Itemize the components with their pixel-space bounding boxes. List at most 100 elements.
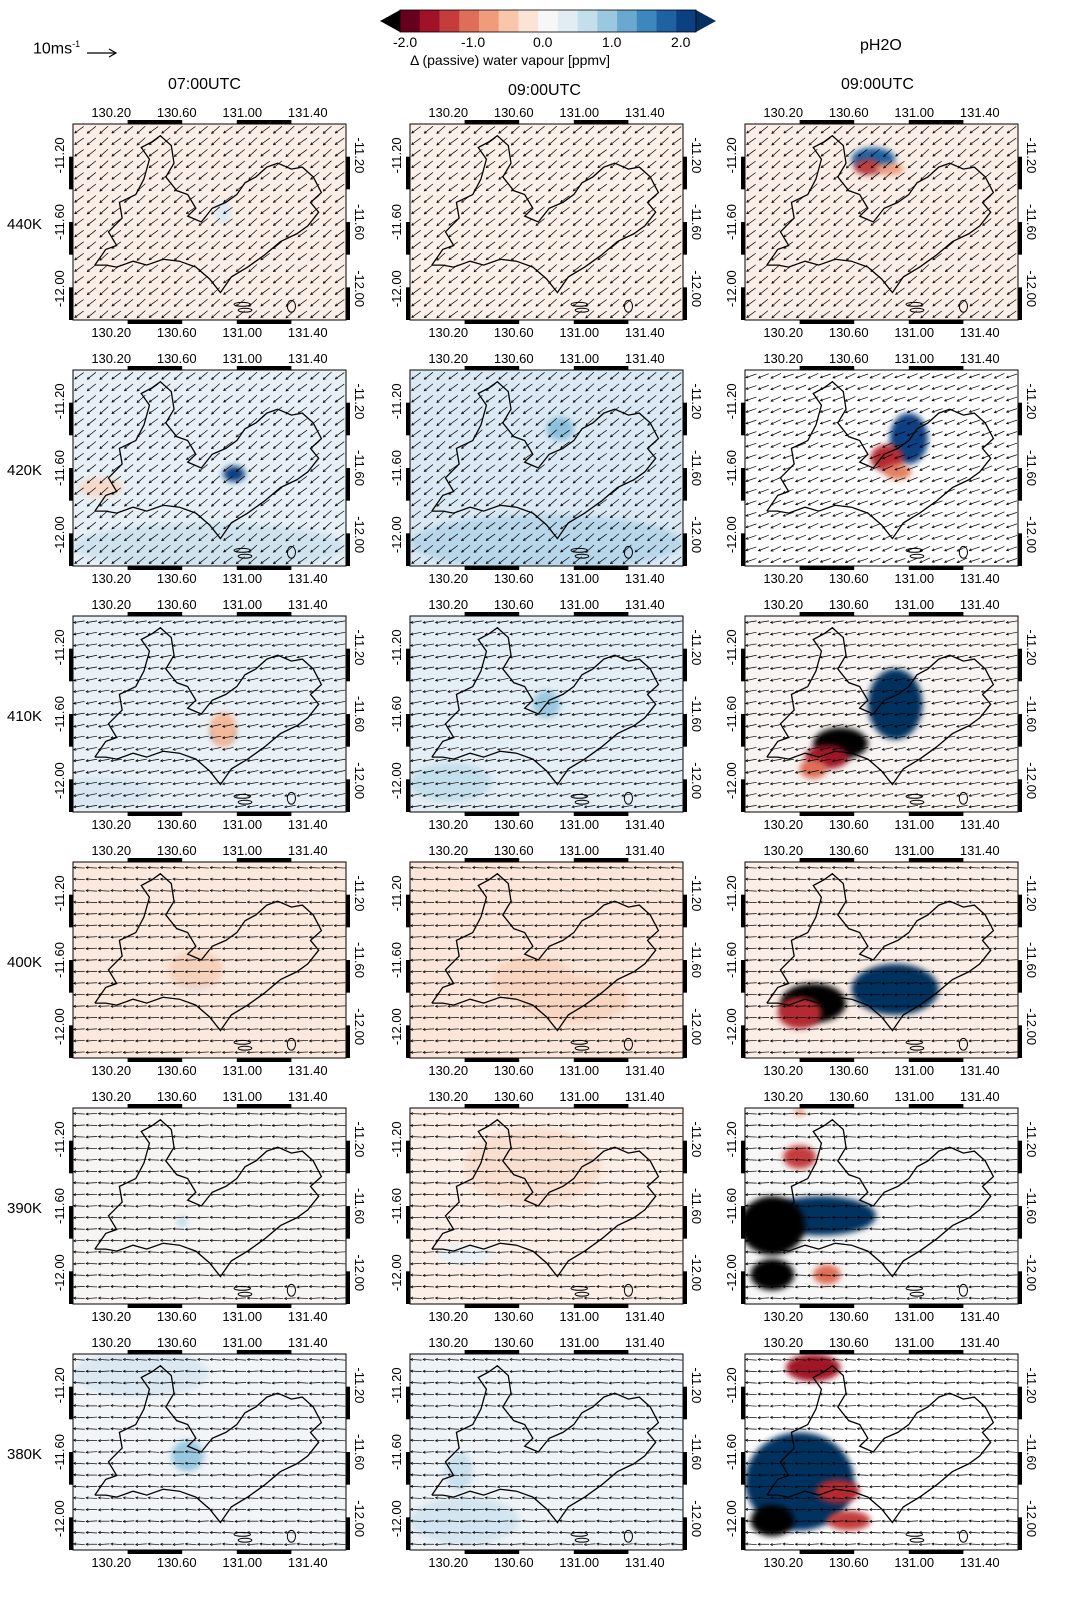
wind-vector-head (423, 445, 427, 449)
wind-vector-head (260, 503, 264, 507)
longitude-tick-label: 131.00 (222, 105, 262, 120)
wind-vector-head (647, 376, 651, 380)
wind-vector (597, 441, 607, 449)
wind-vector-head (86, 269, 90, 273)
wind-vector (759, 195, 769, 203)
wind-vector (919, 523, 931, 529)
wind-vector-head (671, 165, 675, 169)
wind-vector (833, 195, 843, 203)
wind-vector (448, 441, 459, 449)
wind-vector (783, 276, 794, 284)
wind-vector (821, 230, 831, 238)
wind-vector-head (248, 246, 252, 250)
wind-vector-head (920, 223, 924, 227)
wind-vector-head (436, 561, 440, 565)
wind-vector-head (198, 388, 202, 392)
wind-vector (236, 252, 246, 261)
wind-vector-head (198, 526, 202, 530)
wind-vector (148, 781, 160, 785)
wind-vector-head (97, 632, 102, 636)
wind-vector-head (272, 445, 276, 449)
wind-vector (846, 275, 855, 284)
wind-vector (783, 546, 794, 551)
wind-vector (86, 620, 98, 623)
wind-vector (161, 195, 171, 203)
wind-vector-head (272, 457, 276, 461)
map-panel-r1-c2: 130.20130.20130.60130.60131.00131.00131.… (724, 351, 1039, 586)
wind-vector (908, 126, 918, 134)
wind-vector-head (185, 268, 189, 272)
wind-vector-head (572, 223, 576, 226)
wind-vector (260, 406, 270, 414)
wind-vector (123, 781, 135, 785)
wind-vector-head (845, 211, 849, 215)
wind-vector-head (272, 480, 276, 484)
wind-vector (87, 298, 97, 307)
wind-vector (660, 218, 669, 226)
wind-vector (260, 545, 270, 553)
anomaly-field-background (73, 124, 346, 320)
wind-vector (149, 499, 159, 507)
wind-vector (944, 500, 955, 505)
wind-vector (161, 298, 171, 307)
wind-vector (335, 429, 345, 437)
wind-vector-head (895, 234, 899, 238)
wind-vector-head (932, 199, 936, 203)
wind-vector-head (807, 456, 811, 460)
wind-vector-head (757, 410, 762, 414)
wind-vector (273, 533, 283, 541)
wind-vector-head (659, 257, 663, 261)
wind-vector (857, 546, 869, 551)
wind-vector-head (597, 399, 601, 403)
wind-vector-head (746, 245, 750, 249)
wind-vector-head (844, 560, 848, 564)
wind-vector (969, 299, 980, 307)
wind-vector (285, 452, 295, 461)
wind-vector-head (97, 620, 102, 624)
wind-vector-head (122, 655, 126, 659)
wind-vector (498, 487, 508, 495)
wind-vector (821, 310, 831, 318)
wind-vector (523, 126, 533, 134)
wind-vector (148, 643, 160, 647)
wind-vector-head (932, 315, 936, 318)
wind-vector (498, 264, 508, 272)
wind-vector (136, 521, 146, 530)
wind-vector (660, 510, 669, 519)
wind-vector-head (297, 491, 301, 495)
wind-vector-head (757, 490, 762, 494)
longitude-tick-label: 130.60 (157, 325, 197, 340)
wind-vector-head (795, 421, 799, 425)
wind-vector (969, 126, 980, 134)
islet-outline (570, 547, 588, 553)
wind-vector (969, 385, 980, 390)
wind-vector (1006, 500, 1018, 505)
wind-vector-head (883, 257, 887, 261)
wind-vector (995, 298, 1004, 307)
wind-vector-head (136, 469, 140, 473)
wind-vector-head (235, 469, 239, 472)
wind-vector-head (1006, 188, 1010, 192)
wind-vector (98, 654, 110, 658)
wind-vector (148, 758, 160, 762)
wind-vector (124, 395, 134, 403)
wind-vector (98, 758, 110, 762)
wind-vector (448, 253, 459, 261)
wind-vector (310, 126, 320, 134)
wind-vector-head (894, 479, 898, 483)
wind-vector-head (123, 399, 128, 403)
wind-vector (957, 229, 967, 238)
wind-vector (174, 394, 183, 403)
wind-vector (783, 477, 794, 482)
wind-vector (473, 160, 483, 169)
wind-vector (857, 373, 869, 378)
wind-vector (186, 418, 196, 426)
wind-vector-head (647, 526, 651, 530)
wind-vector (310, 475, 320, 484)
wind-vector-head (136, 315, 140, 319)
wind-vector-head (448, 257, 452, 261)
wind-vector-head (248, 315, 252, 319)
wind-vector (473, 371, 483, 380)
wind-vector-head (334, 245, 338, 249)
wind-vector-head (932, 165, 936, 169)
